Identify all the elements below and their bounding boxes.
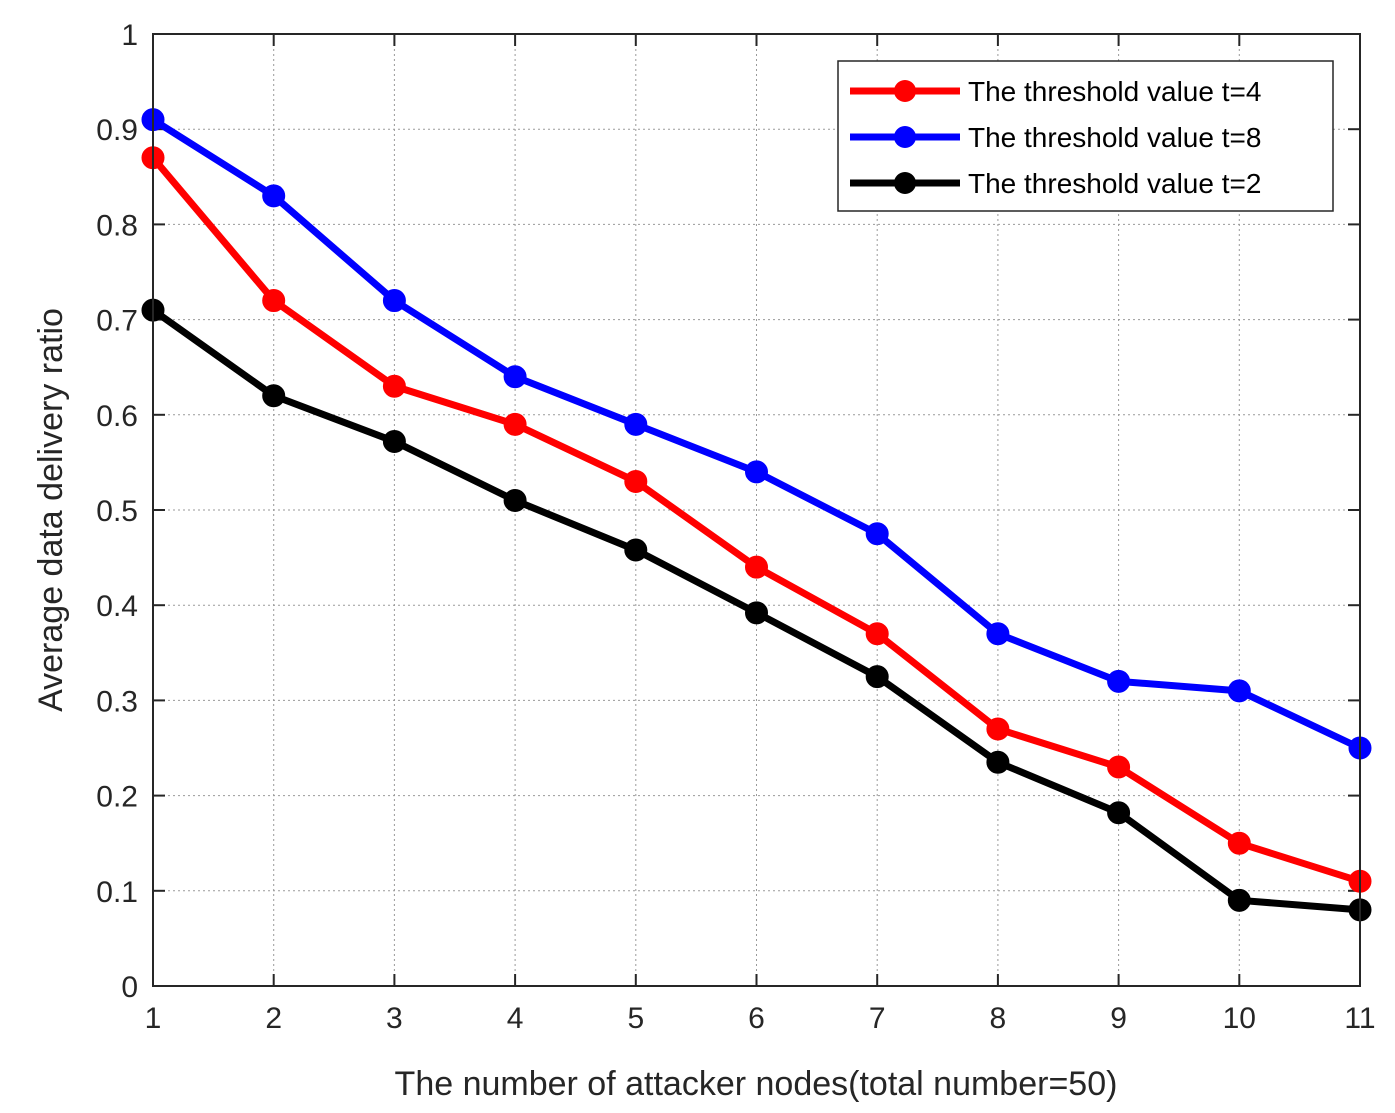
x-axis-title: The number of attacker nodes(total numbe… [395,1065,1118,1103]
y-tick-label: 0.9 [96,114,138,147]
x-tick-label: 11 [1344,1002,1375,1035]
series-2 [141,108,1372,760]
x-tick-label: 10 [1223,1002,1256,1035]
data-point [624,538,648,562]
data-point [503,365,527,389]
legend-label: The threshold value t=2 [968,168,1261,199]
data-point [262,384,286,408]
y-tick-label: 0.2 [96,781,138,814]
data-point [1107,755,1131,779]
x-tick-label: 1 [145,1002,162,1035]
data-point [865,665,889,689]
legend-marker [894,126,916,148]
data-point [865,622,889,646]
series-group [141,108,1372,922]
data-point [865,522,889,546]
data-point [262,184,286,208]
y-tick-label: 0.8 [96,209,138,242]
data-point [382,429,406,453]
x-tick-label: 3 [386,1002,403,1035]
data-point [1227,831,1251,855]
y-tick-label: 0.4 [96,590,138,623]
data-point [1107,801,1131,825]
data-point [986,750,1010,774]
y-tick-label: 0.7 [96,305,138,338]
legend-marker [894,80,916,102]
data-point [745,460,768,484]
legend-marker [894,172,916,194]
data-point [624,469,648,493]
x-tick-label: 8 [990,1002,1007,1035]
series-3 [141,298,1372,922]
y-tick-label: 0.3 [96,685,138,718]
y-axis-title: Average data delivery ratio [32,308,70,712]
data-point [503,412,527,436]
data-point [1227,679,1251,703]
y-tick-label: 0 [121,971,138,1004]
x-tick-label: 5 [627,1002,644,1035]
legend: The threshold value t=4 The threshold val… [837,60,1334,212]
data-point [624,412,648,436]
y-tick-label: 0.1 [96,876,138,909]
x-tick-label: 2 [265,1002,282,1035]
x-tick-label: 9 [1110,1002,1127,1035]
data-point [382,374,406,398]
y-axis-ticks: 0 0.1 0.2 0.3 0.4 0.5 0.6 0.7 0.8 0.9 1 [96,19,1360,1004]
y-tick-label: 0.5 [96,495,138,528]
data-point [745,555,768,579]
y-tick-label: 1 [121,19,138,52]
data-point [745,601,768,625]
legend-label: The threshold value t=8 [968,122,1261,153]
data-point [382,289,406,313]
data-point [1107,669,1131,693]
x-tick-label: 7 [869,1002,886,1035]
data-point [986,622,1010,646]
x-tick-label: 6 [748,1002,765,1035]
data-point [503,488,527,512]
data-point [986,717,1010,741]
data-point [262,289,286,313]
plot-frame [152,33,1361,987]
legend-label: The threshold value t=4 [968,76,1261,107]
data-point [1227,888,1251,912]
y-tick-label: 0.6 [96,400,138,433]
x-tick-label: 4 [507,1002,524,1035]
